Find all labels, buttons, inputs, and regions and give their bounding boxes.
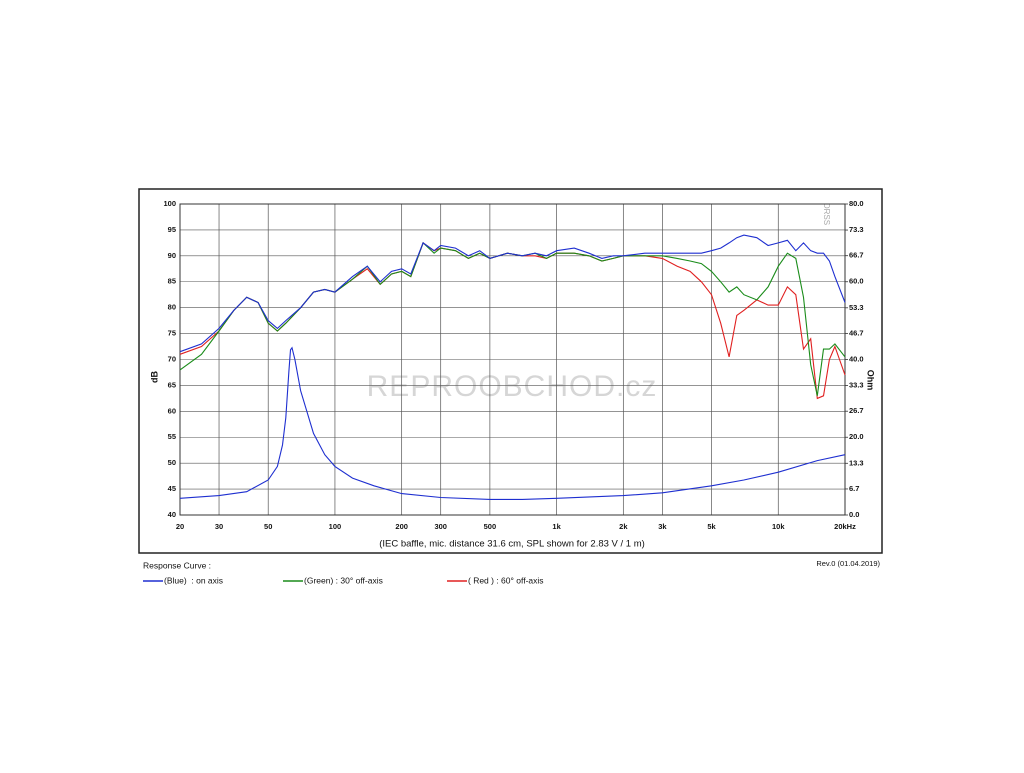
y-tick-label: 70	[168, 354, 176, 363]
x-tick-label: 200	[395, 522, 408, 531]
x-tick-label: 20	[176, 522, 184, 531]
data-line	[179, 234, 846, 353]
x-tick-label: 100	[329, 522, 342, 531]
y2-tick-label: 80.0	[849, 199, 864, 208]
y2-tick-label: 53.3	[849, 303, 864, 312]
x-tick-label: 5k	[707, 522, 716, 531]
y2-tick-label: 26.7	[849, 406, 864, 415]
y2-tick-label: 40.0	[849, 354, 864, 363]
y2-tick-label: 13.3	[849, 458, 864, 467]
y-tick-label: 60	[168, 406, 176, 415]
legend-title: Response Curve :	[143, 560, 211, 570]
y-tick-label: 95	[168, 225, 176, 234]
y-tick-label: 55	[168, 432, 176, 441]
x-tick-label: 1k	[552, 522, 561, 531]
x-tick-label: 500	[484, 522, 497, 531]
y-tick-label: 50	[168, 458, 176, 467]
y2-tick-label: 6.7	[849, 484, 859, 493]
x-tick-label: 10k	[772, 522, 785, 531]
y-axis-title: dB	[149, 371, 159, 383]
y2-tick-label: 73.3	[849, 225, 864, 234]
y2-tick-label: 0.0	[849, 510, 859, 519]
y2-tick-label: 20.0	[849, 432, 864, 441]
legend-label: (Green) : 30° off-axis	[304, 575, 383, 585]
x-tick-label: 3k	[658, 522, 667, 531]
x-tick-label: 300	[434, 522, 447, 531]
legend-label: ( Red ) : 60° off-axis	[468, 575, 544, 585]
y-tick-label: 65	[168, 380, 176, 389]
data-line	[179, 346, 846, 500]
stamp: DRSS	[822, 203, 831, 225]
y-tick-label: 45	[168, 484, 176, 493]
x-tick-label: 2k	[619, 522, 628, 531]
caption: (IEC baffle, mic. distance 31.6 cm, SPL …	[379, 539, 645, 550]
y2-tick-label: 33.3	[849, 381, 864, 390]
revision: Rev.0 (01.04.2019)	[816, 559, 880, 568]
y-tick-label: 100	[163, 199, 176, 208]
x-tick-label: 20kHz	[834, 522, 856, 531]
y2-tick-label: 60.0	[849, 277, 864, 286]
chart-frame	[138, 188, 883, 554]
y-tick-label: 85	[168, 277, 176, 286]
y-tick-label: 40	[168, 510, 176, 519]
y2-tick-label: 46.7	[849, 328, 864, 337]
y-tick-label: 90	[168, 251, 176, 260]
watermark: REPROOBCHOD.cz	[367, 370, 658, 403]
y-tick-label: 75	[168, 329, 176, 338]
y2-axis-title: Ohm	[866, 370, 876, 391]
x-tick-label: 30	[215, 522, 223, 531]
legend-label: (Blue) : on axis	[164, 575, 223, 585]
y-tick-label: 80	[168, 303, 176, 312]
plot-border	[179, 203, 846, 516]
y2-tick-label: 66.7	[849, 251, 864, 260]
x-tick-label: 50	[264, 522, 272, 531]
